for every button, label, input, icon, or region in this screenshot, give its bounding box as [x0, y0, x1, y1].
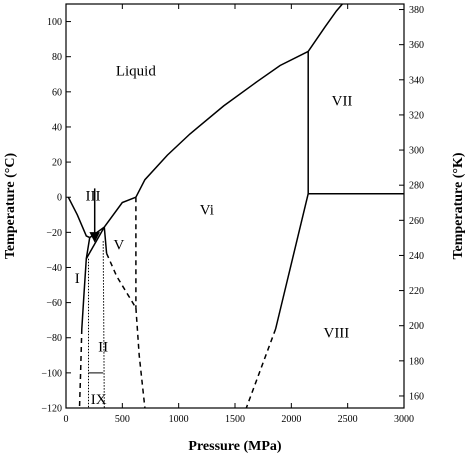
region-label-vii: VII: [332, 94, 353, 110]
region-label-liquid: Liquid: [116, 64, 156, 80]
region-label-v: V: [114, 238, 125, 254]
y-tick-label-left: 100: [47, 17, 62, 28]
y-tick-label-right: 340: [409, 75, 424, 86]
y-tick-label-left: −80: [46, 333, 62, 344]
phase-boundary-18: [102, 241, 105, 408]
phase-boundary-10: [81, 237, 91, 330]
y-axis-title-left: Temperature (°C): [3, 153, 18, 260]
y-tick-label-left: 40: [52, 122, 62, 133]
phase-boundary-4: [135, 50, 309, 198]
region-label-i: I: [75, 271, 80, 287]
y-tick-label-right: 220: [409, 286, 424, 297]
y-tick-label-right: 300: [409, 146, 424, 157]
y-tick-label-left: 0: [57, 193, 62, 204]
x-tick-label: 500: [115, 414, 130, 425]
x-tick-label: 0: [64, 414, 69, 425]
phase-boundary-12: [85, 226, 105, 260]
axis-tick-labels: 0 500 1000 1500 2000 2500 3000−120−100−80−60−4…: [41, 5, 424, 425]
phase-boundary-8: [274, 193, 309, 330]
region-label-viii: VIII: [323, 325, 349, 341]
y-axis-title-right: Temperature (°K): [451, 152, 466, 259]
y-tick-label-right: 360: [409, 40, 424, 51]
region-label-ii: II: [98, 340, 108, 356]
y-tick-label-left: −60: [46, 298, 62, 309]
y-tick-label-left: −100: [41, 368, 62, 379]
phase-boundary-14: [105, 253, 137, 309]
phase-boundary-1: [67, 196, 91, 239]
y-tick-label-left: −20: [46, 228, 62, 239]
phase-boundary-5: [307, 4, 344, 52]
x-tick-label: 3000: [394, 414, 414, 425]
y-tick-label-left: 80: [52, 52, 62, 63]
x-tick-label: 1500: [225, 414, 245, 425]
phase-boundary-13: [103, 227, 108, 254]
region-label-iii: III: [86, 188, 101, 204]
phase-boundaries: [67, 4, 404, 408]
y-tick-label-right: 380: [409, 5, 424, 16]
y-tick-label-right: 180: [409, 356, 424, 367]
y-tick-label-right: 320: [409, 110, 424, 121]
x-tick-label: 2500: [338, 414, 358, 425]
phase-boundary-11: [78, 328, 83, 408]
y-tick-label-left: −40: [46, 263, 62, 274]
x-axis-title: Pressure (MPa): [188, 439, 282, 454]
axis-ticks: [65, 4, 405, 409]
y-tick-label-right: 200: [409, 321, 424, 332]
phase-boundary-3: [103, 196, 137, 228]
x-tick-label: 1000: [169, 414, 189, 425]
region-label-ix: IX: [91, 392, 107, 408]
phase-boundary-16: [135, 307, 146, 408]
region-label-vi: Vi: [200, 203, 214, 219]
phase-boundary-9: [245, 328, 277, 408]
y-tick-label-right: 160: [409, 391, 424, 402]
y-tick-label-left: 20: [52, 158, 62, 169]
y-tick-label-left: −120: [41, 404, 62, 415]
y-tick-label-left: 60: [52, 87, 62, 98]
y-tick-label-right: 260: [409, 216, 424, 227]
y-tick-label-right: 280: [409, 181, 424, 192]
x-tick-label: 2000: [281, 414, 301, 425]
y-tick-label-right: 240: [409, 251, 424, 262]
